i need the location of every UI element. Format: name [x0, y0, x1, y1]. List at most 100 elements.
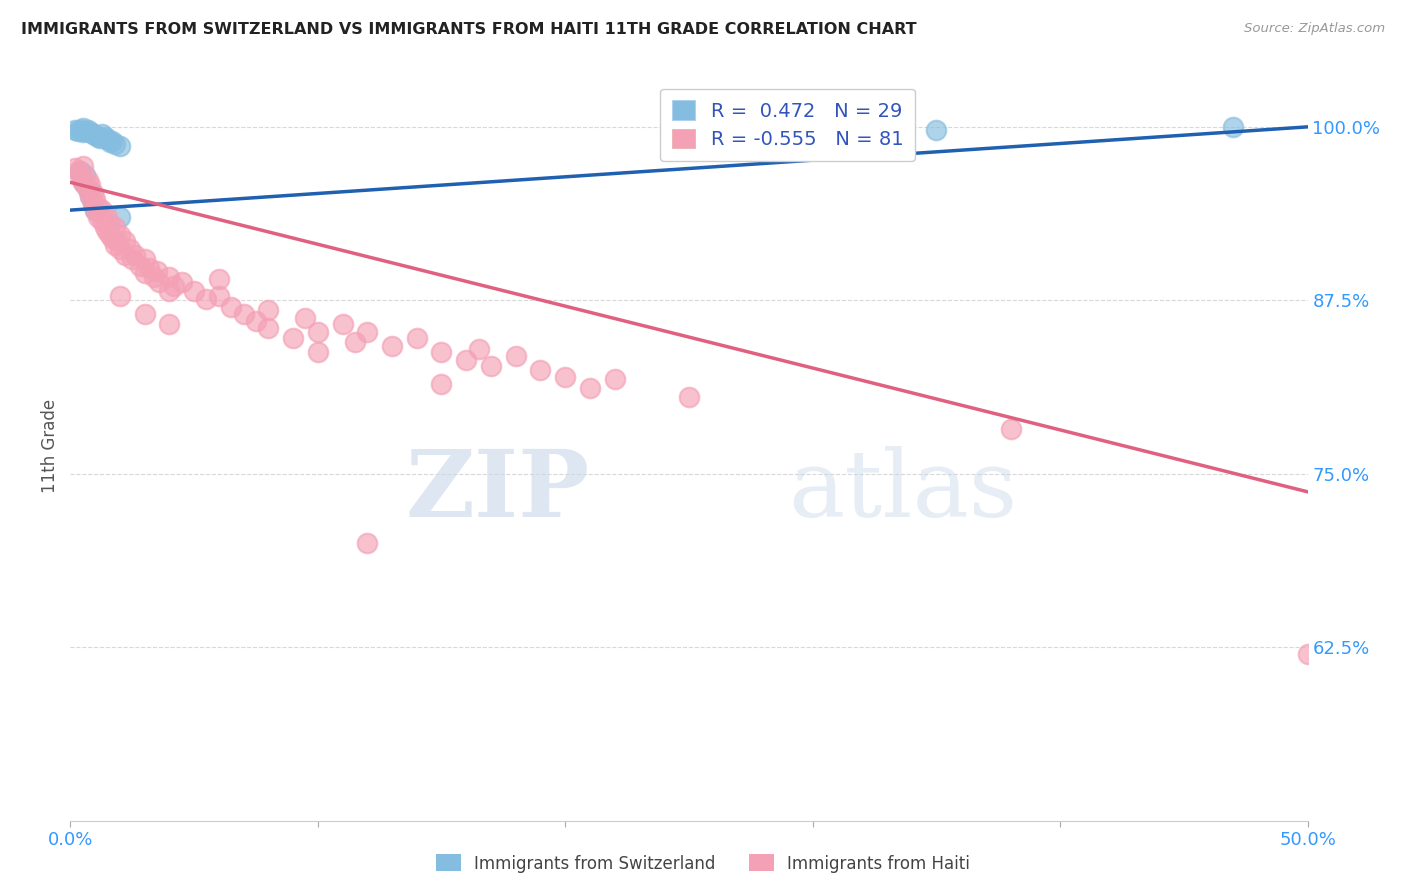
Point: [104, 237, 127, 252]
Point: [108, 242, 131, 256]
Point: [1000, 422, 1022, 436]
Point: [108, 289, 131, 303]
Point: [183, 284, 205, 298]
Point: [505, 349, 527, 363]
Point: [75, 178, 97, 193]
Point: [332, 317, 354, 331]
Point: [76, 122, 98, 136]
Point: [124, 247, 146, 261]
Point: [456, 353, 478, 368]
Point: [114, 234, 136, 248]
Point: [79, 125, 101, 139]
Point: [232, 307, 254, 321]
Point: [86, 129, 108, 144]
Point: [72, 175, 94, 189]
Point: [94, 129, 117, 144]
Point: [108, 139, 131, 153]
Legend: R =  0.472   N = 29, R = -0.555   N = 81: R = 0.472 N = 29, R = -0.555 N = 81: [661, 88, 915, 161]
Point: [343, 334, 366, 349]
Point: [108, 228, 131, 243]
Point: [84, 203, 107, 218]
Point: [108, 210, 131, 224]
Point: [82, 196, 104, 211]
Point: [76, 172, 98, 186]
Point: [356, 325, 378, 339]
Point: [66, 124, 89, 138]
Point: [281, 331, 304, 345]
Point: [72, 125, 94, 139]
Point: [381, 339, 404, 353]
Point: [72, 175, 94, 189]
Point: [79, 178, 101, 193]
Point: [98, 217, 121, 231]
Point: [84, 203, 107, 218]
Point: [104, 219, 127, 234]
Point: [76, 182, 98, 196]
Point: [69, 164, 91, 178]
Point: [84, 128, 107, 143]
Point: [72, 121, 94, 136]
Point: [94, 219, 117, 234]
Point: [72, 159, 94, 173]
Point: [307, 325, 329, 339]
Point: [91, 214, 114, 228]
Point: [294, 311, 316, 326]
Point: [91, 127, 114, 141]
Point: [134, 266, 156, 280]
Point: [79, 189, 101, 203]
Point: [75, 169, 97, 183]
Point: [76, 182, 98, 196]
Point: [1296, 647, 1319, 661]
Point: [467, 342, 489, 356]
Point: [257, 321, 280, 335]
Point: [430, 344, 453, 359]
Y-axis label: 11th Grade: 11th Grade: [41, 399, 59, 493]
Point: [105, 234, 128, 248]
Point: [96, 224, 118, 238]
Point: [84, 192, 107, 206]
Point: [96, 210, 118, 224]
Point: [257, 303, 280, 318]
Text: atlas: atlas: [787, 446, 1017, 536]
Point: [603, 372, 626, 386]
Point: [75, 124, 97, 138]
Point: [104, 136, 127, 151]
Point: [65, 161, 87, 176]
Point: [82, 196, 104, 211]
Point: [157, 317, 180, 331]
Point: [195, 292, 218, 306]
Text: ZIP: ZIP: [406, 446, 591, 536]
Point: [479, 359, 502, 373]
Text: IMMIGRANTS FROM SWITZERLAND VS IMMIGRANTS FROM HAITI 11TH GRADE CORRELATION CHAR: IMMIGRANTS FROM SWITZERLAND VS IMMIGRANT…: [21, 22, 917, 37]
Point: [170, 275, 193, 289]
Point: [554, 369, 576, 384]
Point: [148, 275, 170, 289]
Point: [157, 269, 180, 284]
Point: [356, 536, 378, 550]
Point: [678, 391, 700, 405]
Point: [82, 127, 104, 141]
Point: [208, 289, 231, 303]
Legend: Immigrants from Switzerland, Immigrants from Haiti: Immigrants from Switzerland, Immigrants …: [429, 847, 977, 880]
Point: [307, 344, 329, 359]
Point: [134, 252, 156, 266]
Point: [529, 362, 551, 376]
Text: Source: ZipAtlas.com: Source: ZipAtlas.com: [1244, 22, 1385, 36]
Point: [138, 261, 160, 276]
Point: [925, 122, 948, 136]
Point: [121, 252, 143, 266]
Point: [82, 186, 104, 201]
Point: [101, 134, 124, 148]
Point: [79, 189, 101, 203]
Point: [98, 228, 121, 243]
Point: [114, 247, 136, 261]
Point: [146, 264, 169, 278]
Point: [69, 122, 91, 136]
Point: [430, 376, 453, 391]
Point: [134, 307, 156, 321]
Point: [86, 200, 108, 214]
Point: [208, 272, 231, 286]
Point: [86, 210, 108, 224]
Point: [128, 259, 150, 273]
Point: [157, 284, 180, 298]
